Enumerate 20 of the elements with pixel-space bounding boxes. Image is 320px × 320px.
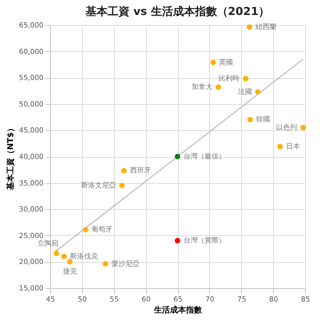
point	[121, 168, 127, 174]
point	[247, 116, 253, 122]
point	[300, 124, 306, 130]
point	[61, 254, 67, 260]
point	[102, 261, 108, 267]
chart-title: 基本工資 vs 生活成本指數（2021）	[84, 5, 270, 18]
x-axis-title: 生活成本指數	[153, 306, 203, 314]
point	[119, 182, 125, 188]
point	[54, 250, 60, 256]
point	[277, 144, 283, 150]
point	[242, 76, 248, 82]
point	[174, 238, 180, 244]
point	[174, 154, 180, 160]
point	[255, 89, 261, 95]
y-axis-title: 基本工資（NT$）	[6, 124, 16, 191]
point	[82, 226, 88, 232]
point	[246, 24, 252, 30]
point	[210, 60, 216, 66]
point	[216, 84, 222, 90]
point	[67, 258, 72, 264]
